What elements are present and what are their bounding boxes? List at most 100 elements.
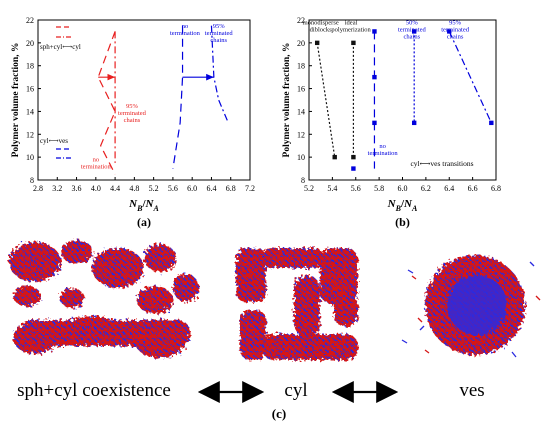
x-tick-label: 6.4	[206, 184, 216, 193]
annotation-line: chains	[404, 34, 421, 41]
x-axis-label-part: /	[400, 198, 405, 210]
annotation-line: monodisperse	[303, 20, 339, 27]
annotation-line: terminated	[441, 27, 470, 34]
legend-arrow: ⟷	[62, 43, 72, 51]
annotation-line: terminated	[118, 110, 147, 117]
legend-text: sph+cyl	[40, 43, 62, 51]
data-point	[314, 40, 320, 46]
y-tick-label: 18	[26, 62, 34, 71]
label-sph-cyl: sph+cyl coexistence	[17, 380, 171, 401]
data-point	[372, 120, 377, 126]
annotation: 95% terminated chains	[205, 23, 234, 44]
x-tick-label: 5.8	[374, 184, 384, 193]
y-tick-label: 8	[301, 176, 305, 185]
y-tick-label: 10	[297, 153, 305, 162]
annotation-line: chains	[124, 117, 141, 124]
x-axis-label-part: A	[411, 204, 418, 213]
y-tick-label: 16	[297, 85, 305, 94]
annotation-line: terminated	[205, 30, 234, 37]
snapshot-cyl	[233, 242, 360, 362]
legend-label-2: cyl⟷ves	[40, 137, 68, 145]
x-tick-label: 3.2	[52, 184, 62, 193]
annotation-line: no	[182, 23, 189, 30]
y-tick-label: 14	[26, 107, 34, 116]
y-axis-label: Polymer volume fraction, %	[282, 43, 292, 158]
legend-text: cyl	[410, 159, 419, 168]
chart-a: 2.8 3.2 3.6 4.0 4.4 4.8 5.2 5.6 6.0 6.4 6.8 7.2 8 10 1…	[11, 16, 255, 229]
data-point	[447, 29, 452, 34]
annotation: no termination	[368, 143, 399, 157]
annotation: 95% terminated chains	[441, 20, 470, 41]
annotation-line: 95%	[213, 23, 226, 30]
annotation-line: 50%	[406, 20, 419, 27]
legend-label: cyl⟷ves transitions	[410, 159, 473, 168]
x-tick-label: 6.0	[398, 184, 408, 193]
annotation: no termination	[81, 157, 112, 171]
x-axis-label-part: A	[152, 204, 159, 213]
series-line-0	[97, 31, 116, 175]
snapshot-sph-cyl	[8, 240, 199, 362]
data-point	[411, 29, 417, 34]
panel-label: (a)	[137, 215, 151, 229]
x-tick-label: 3.6	[72, 184, 82, 193]
annotation-line: termination	[170, 30, 201, 37]
chart-b: 5.2 5.4 5.6 5.8 6.0 6.2 6.4 6.6 6.8 8 10 12 14 16 18 20…	[282, 16, 501, 229]
data-point	[332, 154, 337, 160]
label-cyl: cyl	[284, 380, 307, 401]
x-axis-label: NB/NA	[387, 198, 418, 213]
y-tick-label: 14	[297, 107, 305, 116]
annotation-line: termination	[368, 150, 399, 157]
x-tick-label: 6.4	[444, 184, 454, 193]
annotation-line: termination	[81, 164, 112, 171]
annotation-line: diblocks	[310, 27, 332, 34]
annotation-line: ideal	[345, 20, 358, 27]
annotation-line: no	[93, 157, 100, 164]
annotation-line: 95%	[126, 103, 139, 110]
annotation-line: no	[379, 143, 386, 150]
x-axis-label: NB/NA	[128, 198, 159, 213]
y-tick-label: 10	[26, 153, 34, 162]
y-tick-label: 8	[30, 176, 34, 185]
snapshot-ves	[396, 248, 541, 362]
annotation-line: terminated	[398, 27, 427, 34]
y-tick-label: 20	[26, 39, 34, 48]
annotation-line: polymerization	[331, 27, 371, 34]
series-line-0	[316, 42, 336, 158]
x-axis-label-part: N	[145, 198, 155, 210]
series-line-3	[210, 25, 229, 124]
legend-arrow: ⟷	[420, 159, 431, 168]
y-tick-label: 18	[297, 62, 305, 71]
x-tick-label: 2.8	[33, 184, 43, 193]
annotation: ideal polymerization	[331, 20, 371, 34]
y-tick-label: 12	[26, 130, 34, 139]
legend-text: cyl	[72, 43, 81, 51]
x-tick-label: 5.2	[304, 184, 314, 193]
data-point	[351, 154, 356, 160]
x-tick-label: 5.4	[327, 184, 337, 193]
data-point	[351, 166, 356, 171]
annotation: 95% terminated chains	[118, 103, 147, 124]
x-tick-label: 4.8	[129, 184, 139, 193]
legend-label-1: sph+cyl⟷cyl	[40, 43, 81, 51]
y-tick-label: 20	[297, 39, 305, 48]
legend-arrow: ⟷	[49, 137, 59, 145]
x-tick-label: 6.2	[421, 184, 431, 193]
x-tick-label: 4.4	[110, 184, 120, 193]
series-line-2	[172, 25, 184, 169]
annotation-line: chains	[210, 37, 227, 44]
x-axis-label-part: N	[387, 198, 397, 210]
x-tick-label: 6.8	[491, 184, 501, 193]
annotation: no termination	[170, 23, 201, 37]
label-ves: ves	[459, 380, 484, 401]
x-tick-label: 5.6	[168, 184, 178, 193]
y-tick-label: 16	[26, 85, 34, 94]
x-axis-label-part: N	[403, 198, 413, 210]
data-point	[489, 120, 494, 126]
x-axis-label-part: B	[395, 204, 402, 213]
annotation: 50% terminated chains	[398, 20, 427, 41]
data-point	[351, 40, 356, 46]
panel-label: (b)	[395, 215, 410, 229]
series-line-4	[448, 31, 492, 124]
data-point	[411, 120, 417, 126]
